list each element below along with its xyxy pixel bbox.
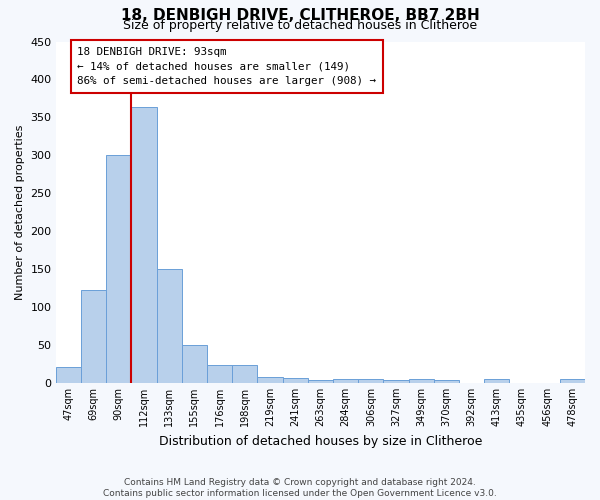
Bar [131,108,157,382]
Bar [106,155,131,382]
Bar [207,365,232,382]
Bar [333,379,358,382]
Text: 18 DENBIGH DRIVE: 93sqm
← 14% of detached houses are smaller (149)
86% of semi-d: 18 DENBIGH DRIVE: 93sqm ← 14% of detache… [77,47,376,86]
X-axis label: Distribution of detached houses by size in Clitheroe: Distribution of detached houses by size … [159,434,482,448]
Text: Contains HM Land Registry data © Crown copyright and database right 2024.
Contai: Contains HM Land Registry data © Crown c… [103,478,497,498]
Bar [157,269,182,382]
Bar [434,380,459,382]
Text: 18, DENBIGH DRIVE, CLITHEROE, BB7 2BH: 18, DENBIGH DRIVE, CLITHEROE, BB7 2BH [121,8,479,22]
Bar [232,365,257,382]
Bar [308,380,333,382]
Y-axis label: Number of detached properties: Number of detached properties [15,124,25,300]
Bar [484,379,509,382]
Bar [409,379,434,382]
Bar [182,344,207,383]
Bar [257,376,283,382]
Bar [81,290,106,382]
Bar [56,368,81,382]
Text: Size of property relative to detached houses in Clitheroe: Size of property relative to detached ho… [123,19,477,32]
Bar [560,379,585,382]
Bar [283,378,308,382]
Bar [358,379,383,382]
Bar [383,380,409,382]
